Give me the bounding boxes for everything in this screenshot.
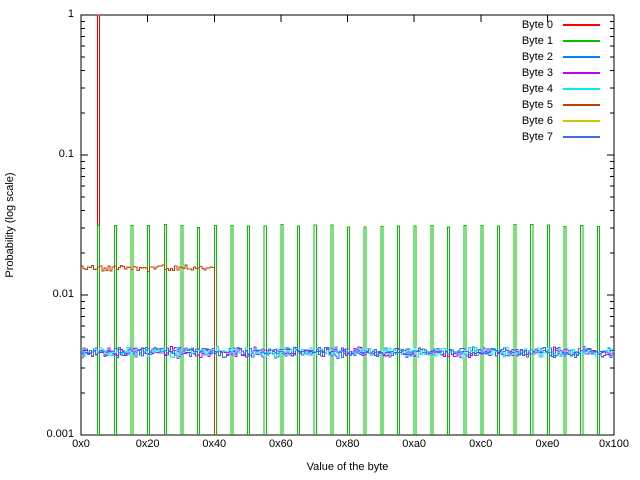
legend-label: Byte 3 <box>521 67 553 79</box>
legend-entry: Byte 2 <box>509 49 600 65</box>
legend-line-byte-7 <box>563 136 600 138</box>
x-tick-label: 0x80 <box>335 438 360 450</box>
y-tick-label: 1 <box>67 8 74 20</box>
x-tick-label: 0xa0 <box>402 438 427 450</box>
legend-line-byte-3 <box>563 72 600 74</box>
legend-entry: Byte 7 <box>509 129 600 145</box>
x-axis-title: Value of the byte <box>306 461 389 473</box>
series-byte-5 <box>81 264 215 435</box>
x-tick-label: 0x40 <box>202 438 227 450</box>
legend-line-byte-6 <box>563 120 600 122</box>
legend-label: Byte 6 <box>521 115 553 127</box>
legend-line-byte-5 <box>563 104 600 106</box>
x-tick-label: 0xc0 <box>469 438 493 450</box>
legend-line-byte-4 <box>563 88 600 90</box>
legend-line-byte-0 <box>563 24 600 26</box>
y-tick-label: 0.01 <box>52 288 74 300</box>
legend-entry: Byte 6 <box>509 113 600 129</box>
series-byte-0 <box>97 14 101 435</box>
legend-label: Byte 2 <box>521 51 553 63</box>
x-tick-label: 0x60 <box>268 438 293 450</box>
legend-entry: Byte 3 <box>509 65 600 81</box>
series-byte-7 <box>81 346 614 359</box>
legend-label: Byte 4 <box>521 83 553 95</box>
legend-entry: Byte 5 <box>509 97 600 113</box>
legend-entry: Byte 0 <box>509 17 600 33</box>
legend-entry: Byte 4 <box>509 81 600 97</box>
y-tick-label: 0.001 <box>46 428 74 440</box>
legend-label: Byte 0 <box>521 19 553 31</box>
legend-label: Byte 5 <box>521 99 553 111</box>
legend-entry: Byte 1 <box>509 33 600 49</box>
series-byte-1 <box>97 223 600 435</box>
y-tick-label: 0.1 <box>58 148 74 160</box>
legend-line-byte-2 <box>563 56 600 58</box>
x-tick-label: 0x100 <box>599 438 629 450</box>
x-tick-label: 0x0 <box>72 438 90 450</box>
legend-line-byte-1 <box>563 40 600 42</box>
legend-label: Byte 7 <box>521 131 553 143</box>
x-tick-label: 0x20 <box>135 438 160 450</box>
legend-label: Byte 1 <box>521 35 553 47</box>
x-tick-label: 0xe0 <box>535 438 560 450</box>
legend: Byte 0 Byte 1 Byte 2 Byte 3 Byte 4 Byte 5 Byte… <box>509 17 600 145</box>
y-axis-title: Probability (log scale) <box>4 172 16 278</box>
